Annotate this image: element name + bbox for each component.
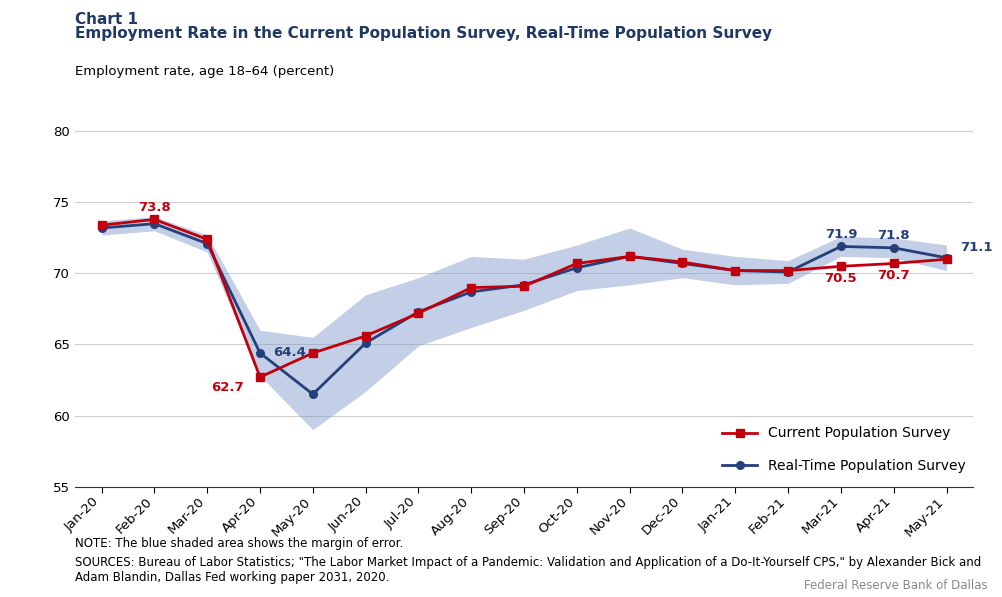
Text: 71.1: 71.1 — [959, 241, 991, 254]
Text: 71.8: 71.8 — [877, 229, 909, 242]
Text: 70.5: 70.5 — [824, 272, 857, 285]
Text: Employment Rate in the Current Population Survey, Real-Time Population Survey: Employment Rate in the Current Populatio… — [75, 26, 772, 41]
Text: 71.9: 71.9 — [824, 227, 857, 241]
Text: 62.7: 62.7 — [211, 381, 243, 395]
Text: Federal Reserve Bank of Dallas: Federal Reserve Bank of Dallas — [804, 579, 987, 592]
Text: 70.7: 70.7 — [877, 269, 909, 282]
Text: Employment rate, age 18–64 (percent): Employment rate, age 18–64 (percent) — [75, 64, 334, 78]
Text: SOURCES: Bureau of Labor Statistics; "The Labor Market Impact of a Pandemic: Val: SOURCES: Bureau of Labor Statistics; "Th… — [75, 556, 981, 584]
Legend: Current Population Survey, Real-Time Population Survey: Current Population Survey, Real-Time Pop… — [721, 426, 965, 472]
Text: NOTE: The blue shaded area shows the margin of error.: NOTE: The blue shaded area shows the mar… — [75, 537, 403, 550]
Text: Chart 1: Chart 1 — [75, 12, 138, 27]
Text: 64.4: 64.4 — [273, 346, 306, 359]
Text: 73.8: 73.8 — [138, 201, 170, 214]
